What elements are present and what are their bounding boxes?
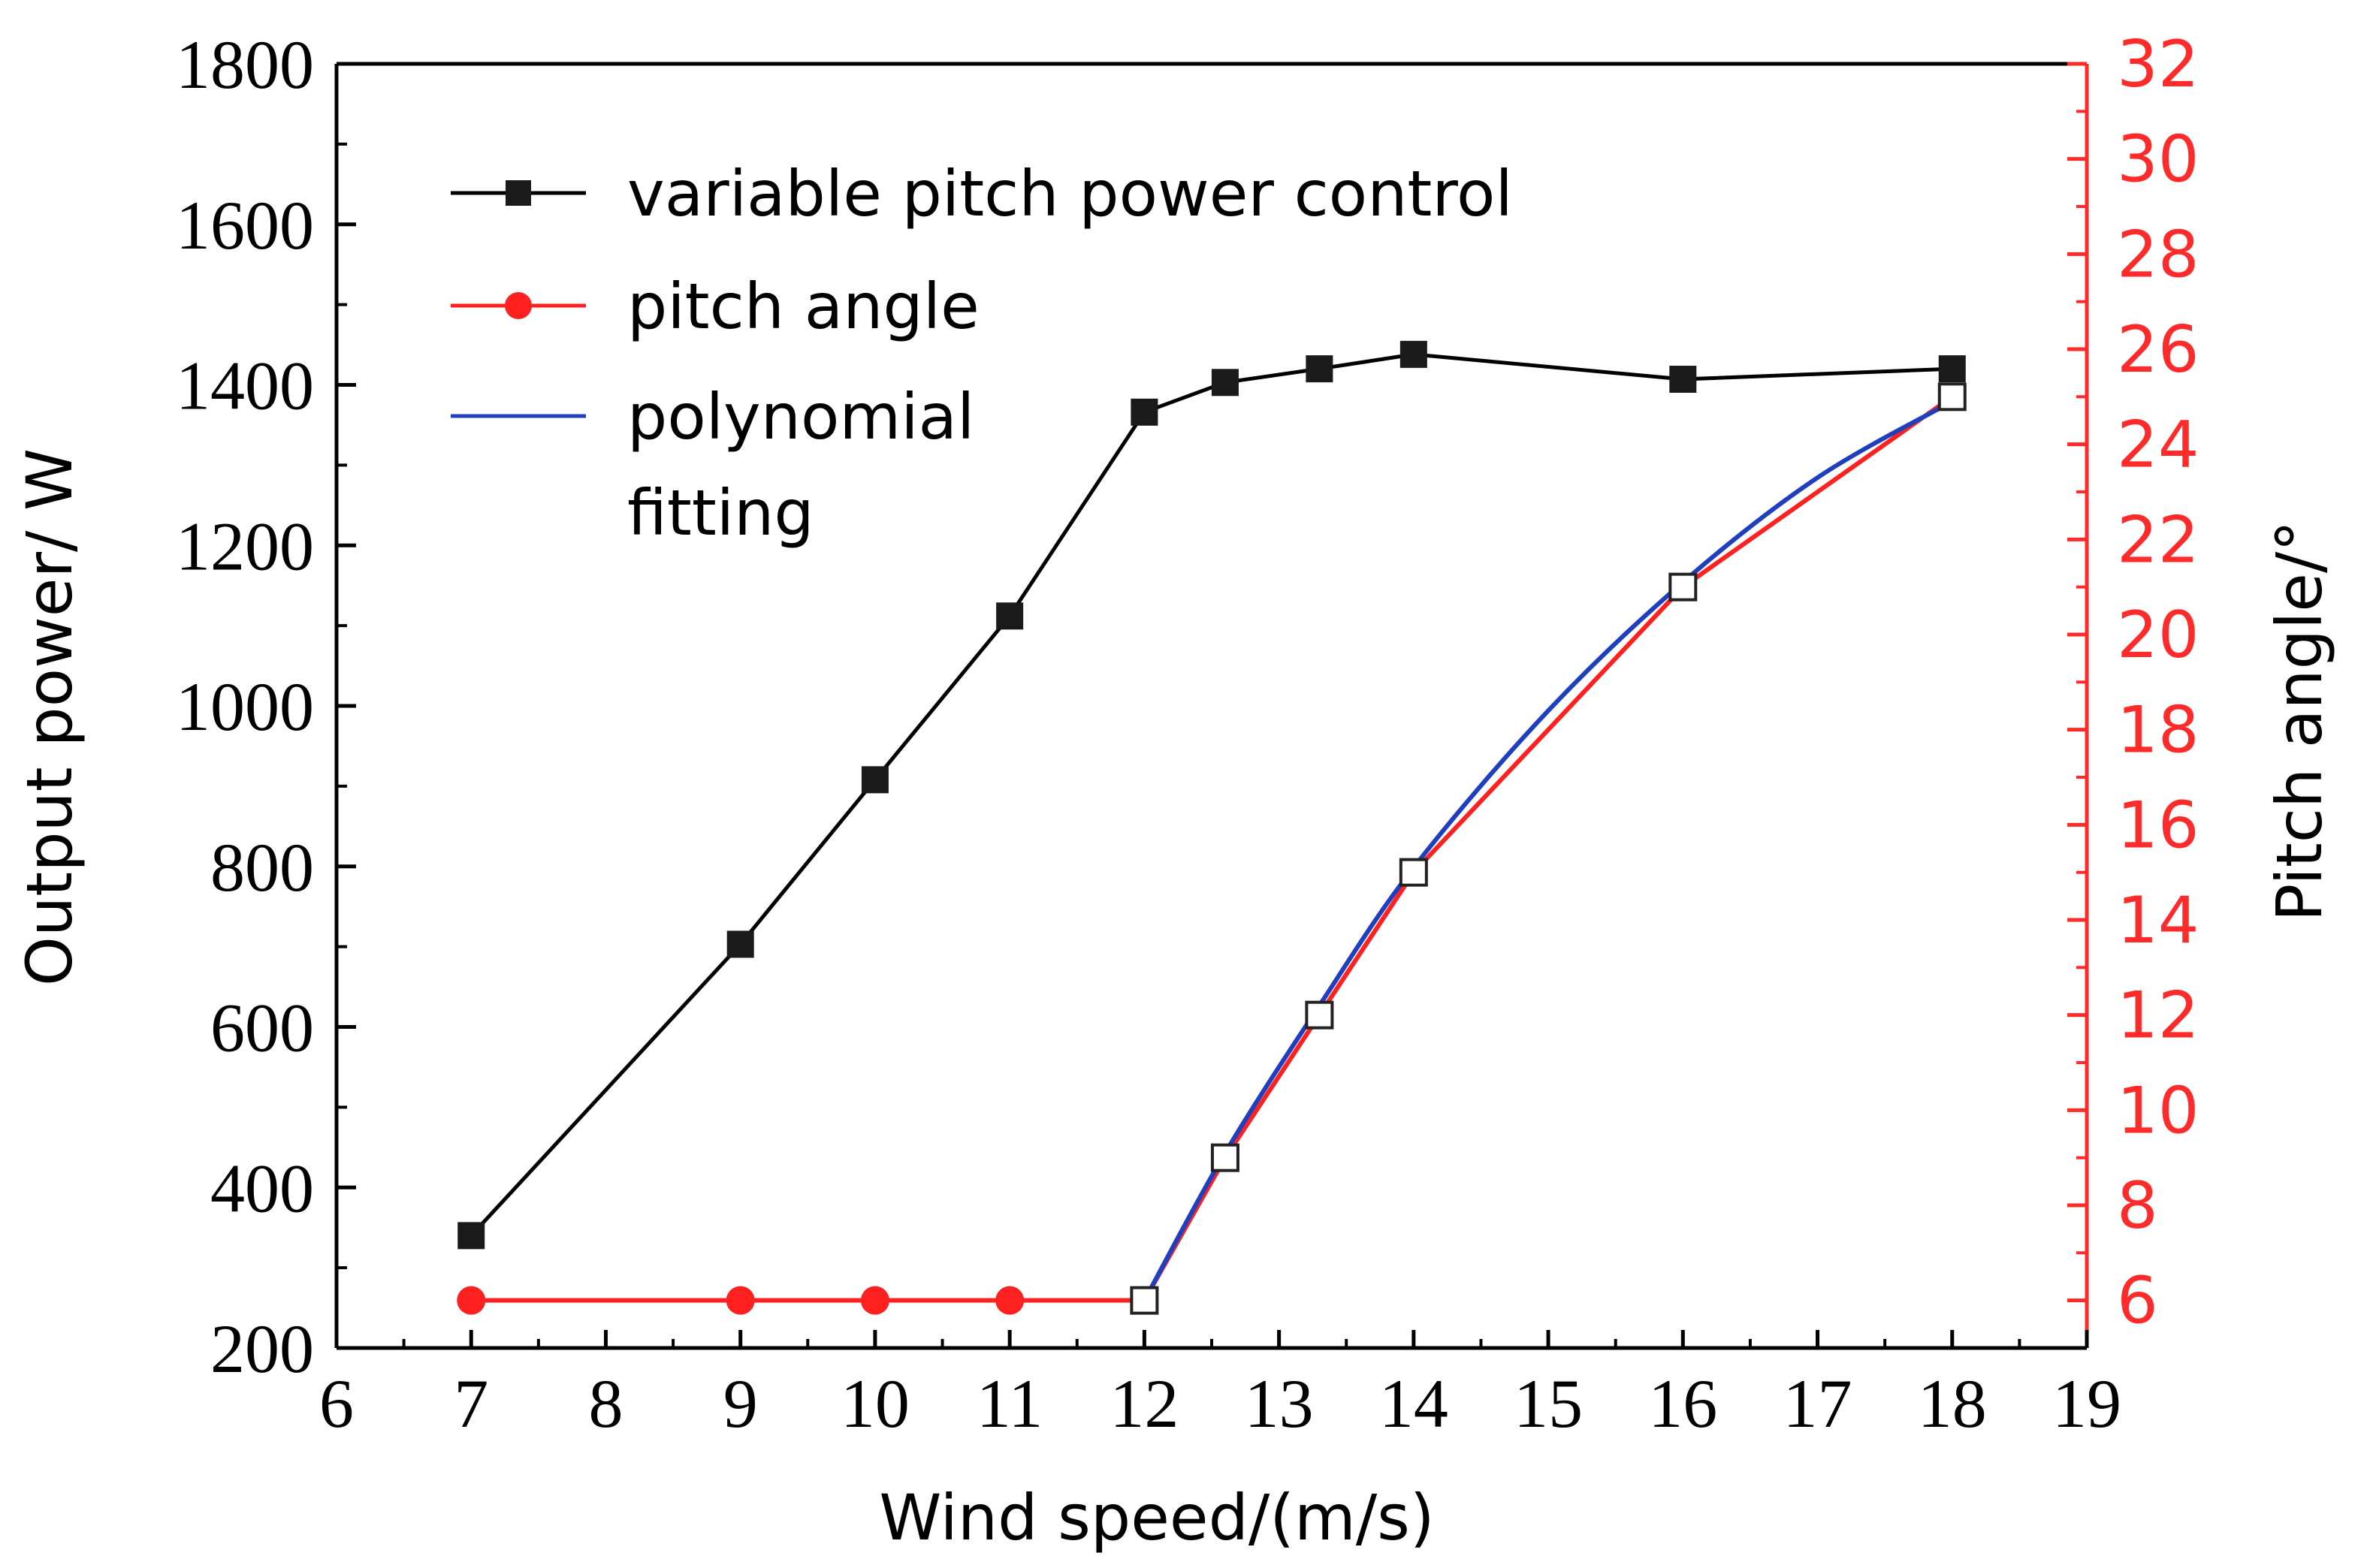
pitch-angle-point	[1668, 572, 1698, 602]
x-tick-label: 17	[1783, 1365, 1852, 1442]
power-point	[1399, 340, 1427, 368]
y2-tick-label: 24	[2117, 408, 2199, 483]
x-tick-label: 7	[454, 1365, 488, 1442]
y2-tick-label: 6	[2117, 1264, 2158, 1339]
x-tick-label: 19	[2052, 1365, 2121, 1442]
y2-tick-label: 22	[2117, 502, 2199, 577]
y-tick-label: 1800	[176, 26, 314, 103]
power-point	[726, 930, 754, 958]
y-axis-label: Output power/ W	[13, 448, 86, 986]
y-tick-label: 1000	[176, 668, 314, 745]
y-tick-label: 1400	[176, 348, 314, 424]
series-layer	[457, 340, 1967, 1315]
pitch-angle-point	[1130, 1286, 1159, 1315]
x-tick-label: 12	[1110, 1365, 1179, 1442]
y2-tick-label: 30	[2117, 122, 2199, 198]
y-axis-left: 200 400 600 800 1000 1200 1400 1600 1800	[176, 26, 356, 1387]
power-point	[1669, 366, 1697, 394]
y2-tick-label: 20	[2117, 598, 2199, 673]
x-tick-label: 10	[841, 1365, 910, 1442]
power-point	[1211, 369, 1239, 397]
pitch-angle-point	[1305, 1000, 1334, 1030]
y2-tick-label: 18	[2117, 693, 2199, 768]
y2-tick-label: 16	[2117, 788, 2199, 863]
y-tick-label: 1200	[176, 508, 314, 584]
y2-tick-label: 32	[2117, 27, 2199, 102]
pitch-angle-point	[860, 1286, 889, 1315]
pitch-angle-point	[726, 1286, 755, 1315]
pitch-angle-point	[1210, 1143, 1239, 1172]
power-point	[1131, 398, 1158, 426]
pitch-angle-point	[995, 1286, 1025, 1315]
y-tick-label: 400	[210, 1150, 314, 1226]
y2-tick-label: 12	[2117, 978, 2199, 1054]
y-tick-label: 200	[210, 1310, 314, 1387]
x-axis-label: Wind speed/(m/s)	[879, 1481, 1434, 1554]
x-tick-label: 9	[723, 1365, 758, 1442]
power-point	[861, 766, 889, 794]
y-tick-label: 800	[210, 829, 314, 906]
legend-pitch-label: pitch angle	[627, 270, 980, 343]
x-tick-label: 14	[1379, 1365, 1448, 1442]
y-axis-right: 6 8 10 12 14 16 18 20 22 24 26 28 30 32	[2067, 27, 2199, 1339]
y2-tick-label: 26	[2117, 312, 2199, 387]
power-line	[469, 352, 1952, 1238]
x-tick-label: 8	[588, 1365, 623, 1442]
legend-power-label: variable pitch power control	[627, 157, 1513, 231]
legend-power-marker	[506, 180, 531, 206]
x-tick-label: 15	[1514, 1365, 1583, 1442]
legend: variable pitch power control pitch angle p…	[451, 157, 1513, 550]
y2-tick-label: 14	[2117, 883, 2199, 958]
x-tick-label: 11	[977, 1365, 1043, 1442]
pitch-angle-point	[1399, 858, 1428, 887]
y2-axis-label: Pitch angle/°	[2263, 520, 2336, 922]
pitch-angle-point	[457, 1286, 486, 1315]
power-point	[1938, 355, 1966, 383]
x-tick-label: 18	[1918, 1365, 1987, 1442]
power-point	[457, 1222, 485, 1250]
x-tick-label: 16	[1648, 1365, 1717, 1442]
legend-fit-label: polynomial	[627, 380, 974, 454]
y2-tick-label: 8	[2117, 1168, 2158, 1244]
legend-fit-label-line2: fitting	[627, 476, 814, 550]
polynomial-fit-line	[1142, 400, 1954, 1302]
y-tick-label: 600	[210, 990, 314, 1066]
y2-tick-label: 28	[2117, 217, 2199, 292]
y2-tick-label: 10	[2117, 1073, 2199, 1148]
x-axis: 6 7 8 9 10 11 12 13 14 15 16 17 18 19	[319, 1330, 2121, 1442]
y-tick-label: 1600	[176, 187, 314, 264]
power-point	[1306, 355, 1333, 383]
power-point	[996, 602, 1024, 630]
x-tick-label: 13	[1245, 1365, 1314, 1442]
x-tick-label: 6	[319, 1365, 354, 1442]
pitch-angle-point	[1937, 382, 1967, 412]
legend-pitch-marker	[505, 292, 532, 319]
